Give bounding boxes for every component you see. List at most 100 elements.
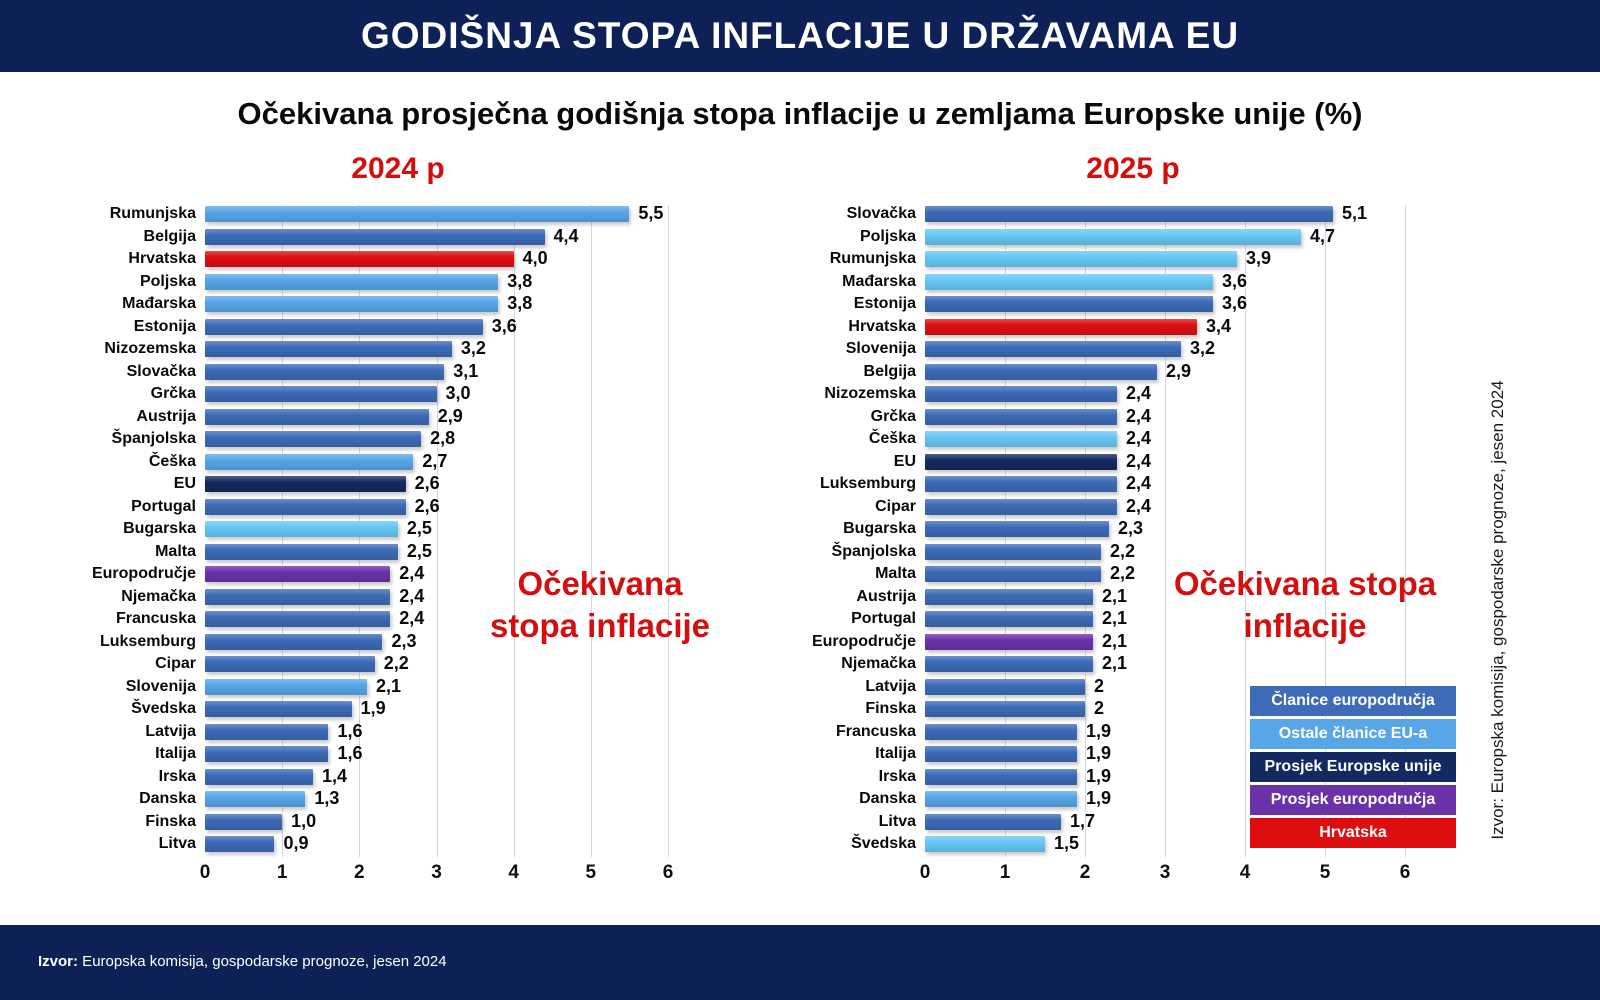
country-label: Italija bbox=[875, 745, 916, 763]
axis-tick: 3 bbox=[1159, 861, 1171, 883]
value-label: 1,9 bbox=[1086, 765, 1112, 786]
bar: 2,9 bbox=[925, 361, 1191, 381]
bar-row: Cipar 2,2 bbox=[70, 653, 710, 676]
bar-zone: 3,6 bbox=[925, 271, 1405, 291]
value-label: 2,9 bbox=[437, 405, 463, 426]
country-label: Španjolska bbox=[111, 430, 196, 448]
bar-row: Latvija 1,6 bbox=[70, 721, 710, 744]
axis-tick: 6 bbox=[662, 861, 674, 883]
bar-zone: 2,1 bbox=[925, 586, 1405, 606]
country-label: Grčka bbox=[870, 407, 916, 425]
source-label: Izvor: bbox=[38, 953, 79, 970]
bar: 1,9 bbox=[925, 766, 1111, 786]
source-note-footer: Izvor: Europska komisija, gospodarske pr… bbox=[38, 953, 447, 970]
bar-row: Europodručje 2,1 bbox=[770, 631, 1450, 654]
bar: 3,0 bbox=[205, 383, 471, 403]
country-label: Austrija bbox=[136, 407, 196, 425]
country-label: Malta bbox=[875, 565, 916, 583]
value-label: 1,4 bbox=[322, 765, 348, 786]
bar-row: Europodručje 2,4 bbox=[70, 563, 710, 586]
axis-tick: 0 bbox=[199, 861, 211, 883]
bar-row: Luksemburg 2,3 bbox=[70, 631, 710, 654]
bar-zone: 2,7 bbox=[205, 451, 668, 471]
bar-zone: 4,0 bbox=[205, 248, 668, 268]
bar-row: Italija 1,6 bbox=[70, 743, 710, 766]
bar: 2,7 bbox=[205, 451, 447, 471]
country-label: Mađarska bbox=[842, 272, 916, 290]
value-label: 1,6 bbox=[337, 720, 363, 741]
bar: 1,3 bbox=[205, 788, 339, 808]
value-label: 1,9 bbox=[1086, 788, 1112, 809]
bar-row: Austrija 2,9 bbox=[70, 406, 710, 429]
bar-zone: 2,2 bbox=[925, 541, 1405, 561]
bar-row: Češka 2,7 bbox=[70, 451, 710, 474]
country-label: Luksemburg bbox=[99, 632, 196, 650]
bar-row: Mađarska 3,8 bbox=[70, 293, 710, 316]
bar-zone: 2 bbox=[925, 676, 1405, 696]
bar-zone: 2,3 bbox=[925, 518, 1405, 538]
bar-row: Španjolska 2,2 bbox=[770, 541, 1450, 564]
value-label: 2,3 bbox=[391, 630, 417, 651]
bar-zone: 3,8 bbox=[205, 271, 668, 291]
country-label: Estonija bbox=[133, 317, 196, 335]
gridline bbox=[1405, 205, 1406, 857]
bar: 3,2 bbox=[925, 338, 1215, 358]
bar-zone: 2,1 bbox=[925, 653, 1405, 673]
bar-zone: 2,3 bbox=[205, 630, 668, 651]
country-label: Cipar bbox=[875, 497, 916, 515]
bar-row: Litva 0,9 bbox=[70, 833, 710, 856]
bar-zone: 2,4 bbox=[205, 586, 668, 606]
bar: 1,9 bbox=[925, 721, 1111, 741]
annotation-line: Očekivana bbox=[517, 565, 683, 602]
bar-zone: 2,6 bbox=[205, 473, 668, 493]
value-label: 2,4 bbox=[1126, 428, 1152, 449]
annotation-line: inflacije bbox=[1243, 607, 1367, 644]
country-label: Češka bbox=[868, 430, 916, 448]
bar: 2,4 bbox=[205, 586, 424, 606]
bar-zone: 1,6 bbox=[205, 743, 668, 763]
annotation-2024: Očekivana stopa inflacije bbox=[440, 563, 760, 647]
country-label: Slovačka bbox=[126, 362, 196, 380]
bar-zone: 1,9 bbox=[925, 721, 1405, 741]
gridline bbox=[590, 205, 592, 857]
gridline bbox=[513, 205, 515, 857]
annotation-line: Očekivana stopa bbox=[1173, 565, 1437, 602]
country-label: Slovačka bbox=[846, 205, 916, 223]
country-label: Slovenija bbox=[845, 340, 916, 358]
country-label: Latvija bbox=[865, 677, 916, 695]
value-label: 2 bbox=[1093, 675, 1104, 696]
bar: 3,6 bbox=[925, 293, 1247, 313]
bar-zone: 2,5 bbox=[205, 518, 668, 538]
bar-row: Hrvatska 3,4 bbox=[770, 316, 1450, 339]
bar-row: Belgija 2,9 bbox=[770, 361, 1450, 384]
value-label: 3,9 bbox=[1246, 248, 1272, 269]
bar: 4,7 bbox=[925, 226, 1335, 246]
legend-item: Prosjek europodručja bbox=[1250, 785, 1456, 815]
axis-tick: 6 bbox=[1399, 861, 1411, 883]
value-label: 0,9 bbox=[283, 833, 309, 854]
bar: 1,9 bbox=[925, 788, 1111, 808]
value-label: 2,4 bbox=[399, 563, 425, 584]
bar-row: Bugarska 2,5 bbox=[70, 518, 710, 541]
value-label: 2,4 bbox=[399, 585, 425, 606]
bar-row: Irska 1,9 bbox=[770, 766, 1450, 789]
country-label: Poljska bbox=[859, 227, 916, 245]
country-label: Belgija bbox=[863, 362, 916, 380]
bar: 2,1 bbox=[925, 586, 1127, 606]
bar-zone: 3,0 bbox=[205, 383, 668, 403]
bar-zone: 1,9 bbox=[925, 743, 1405, 763]
country-label: Finska bbox=[145, 812, 196, 830]
annotation-line: stopa inflacije bbox=[489, 607, 711, 644]
country-label: Portugal bbox=[131, 497, 196, 515]
bar-row: Švedska 1,5 bbox=[770, 833, 1450, 856]
bar-row: Poljska 4,7 bbox=[770, 226, 1450, 249]
bar-zone: 2,4 bbox=[205, 608, 668, 629]
bar-zone: 1,6 bbox=[205, 720, 668, 741]
bar: 2 bbox=[925, 676, 1104, 696]
axis-tick: 1 bbox=[999, 861, 1011, 883]
value-label: 3,0 bbox=[445, 383, 471, 404]
value-label: 3,2 bbox=[1190, 338, 1216, 359]
value-label: 2,4 bbox=[399, 608, 425, 629]
bar-chart-2024: Rumunjska 5,5 Belgija 4,4 Hrvatska 4,0 Poljska… bbox=[70, 203, 710, 892]
bar: 2,1 bbox=[925, 631, 1127, 651]
